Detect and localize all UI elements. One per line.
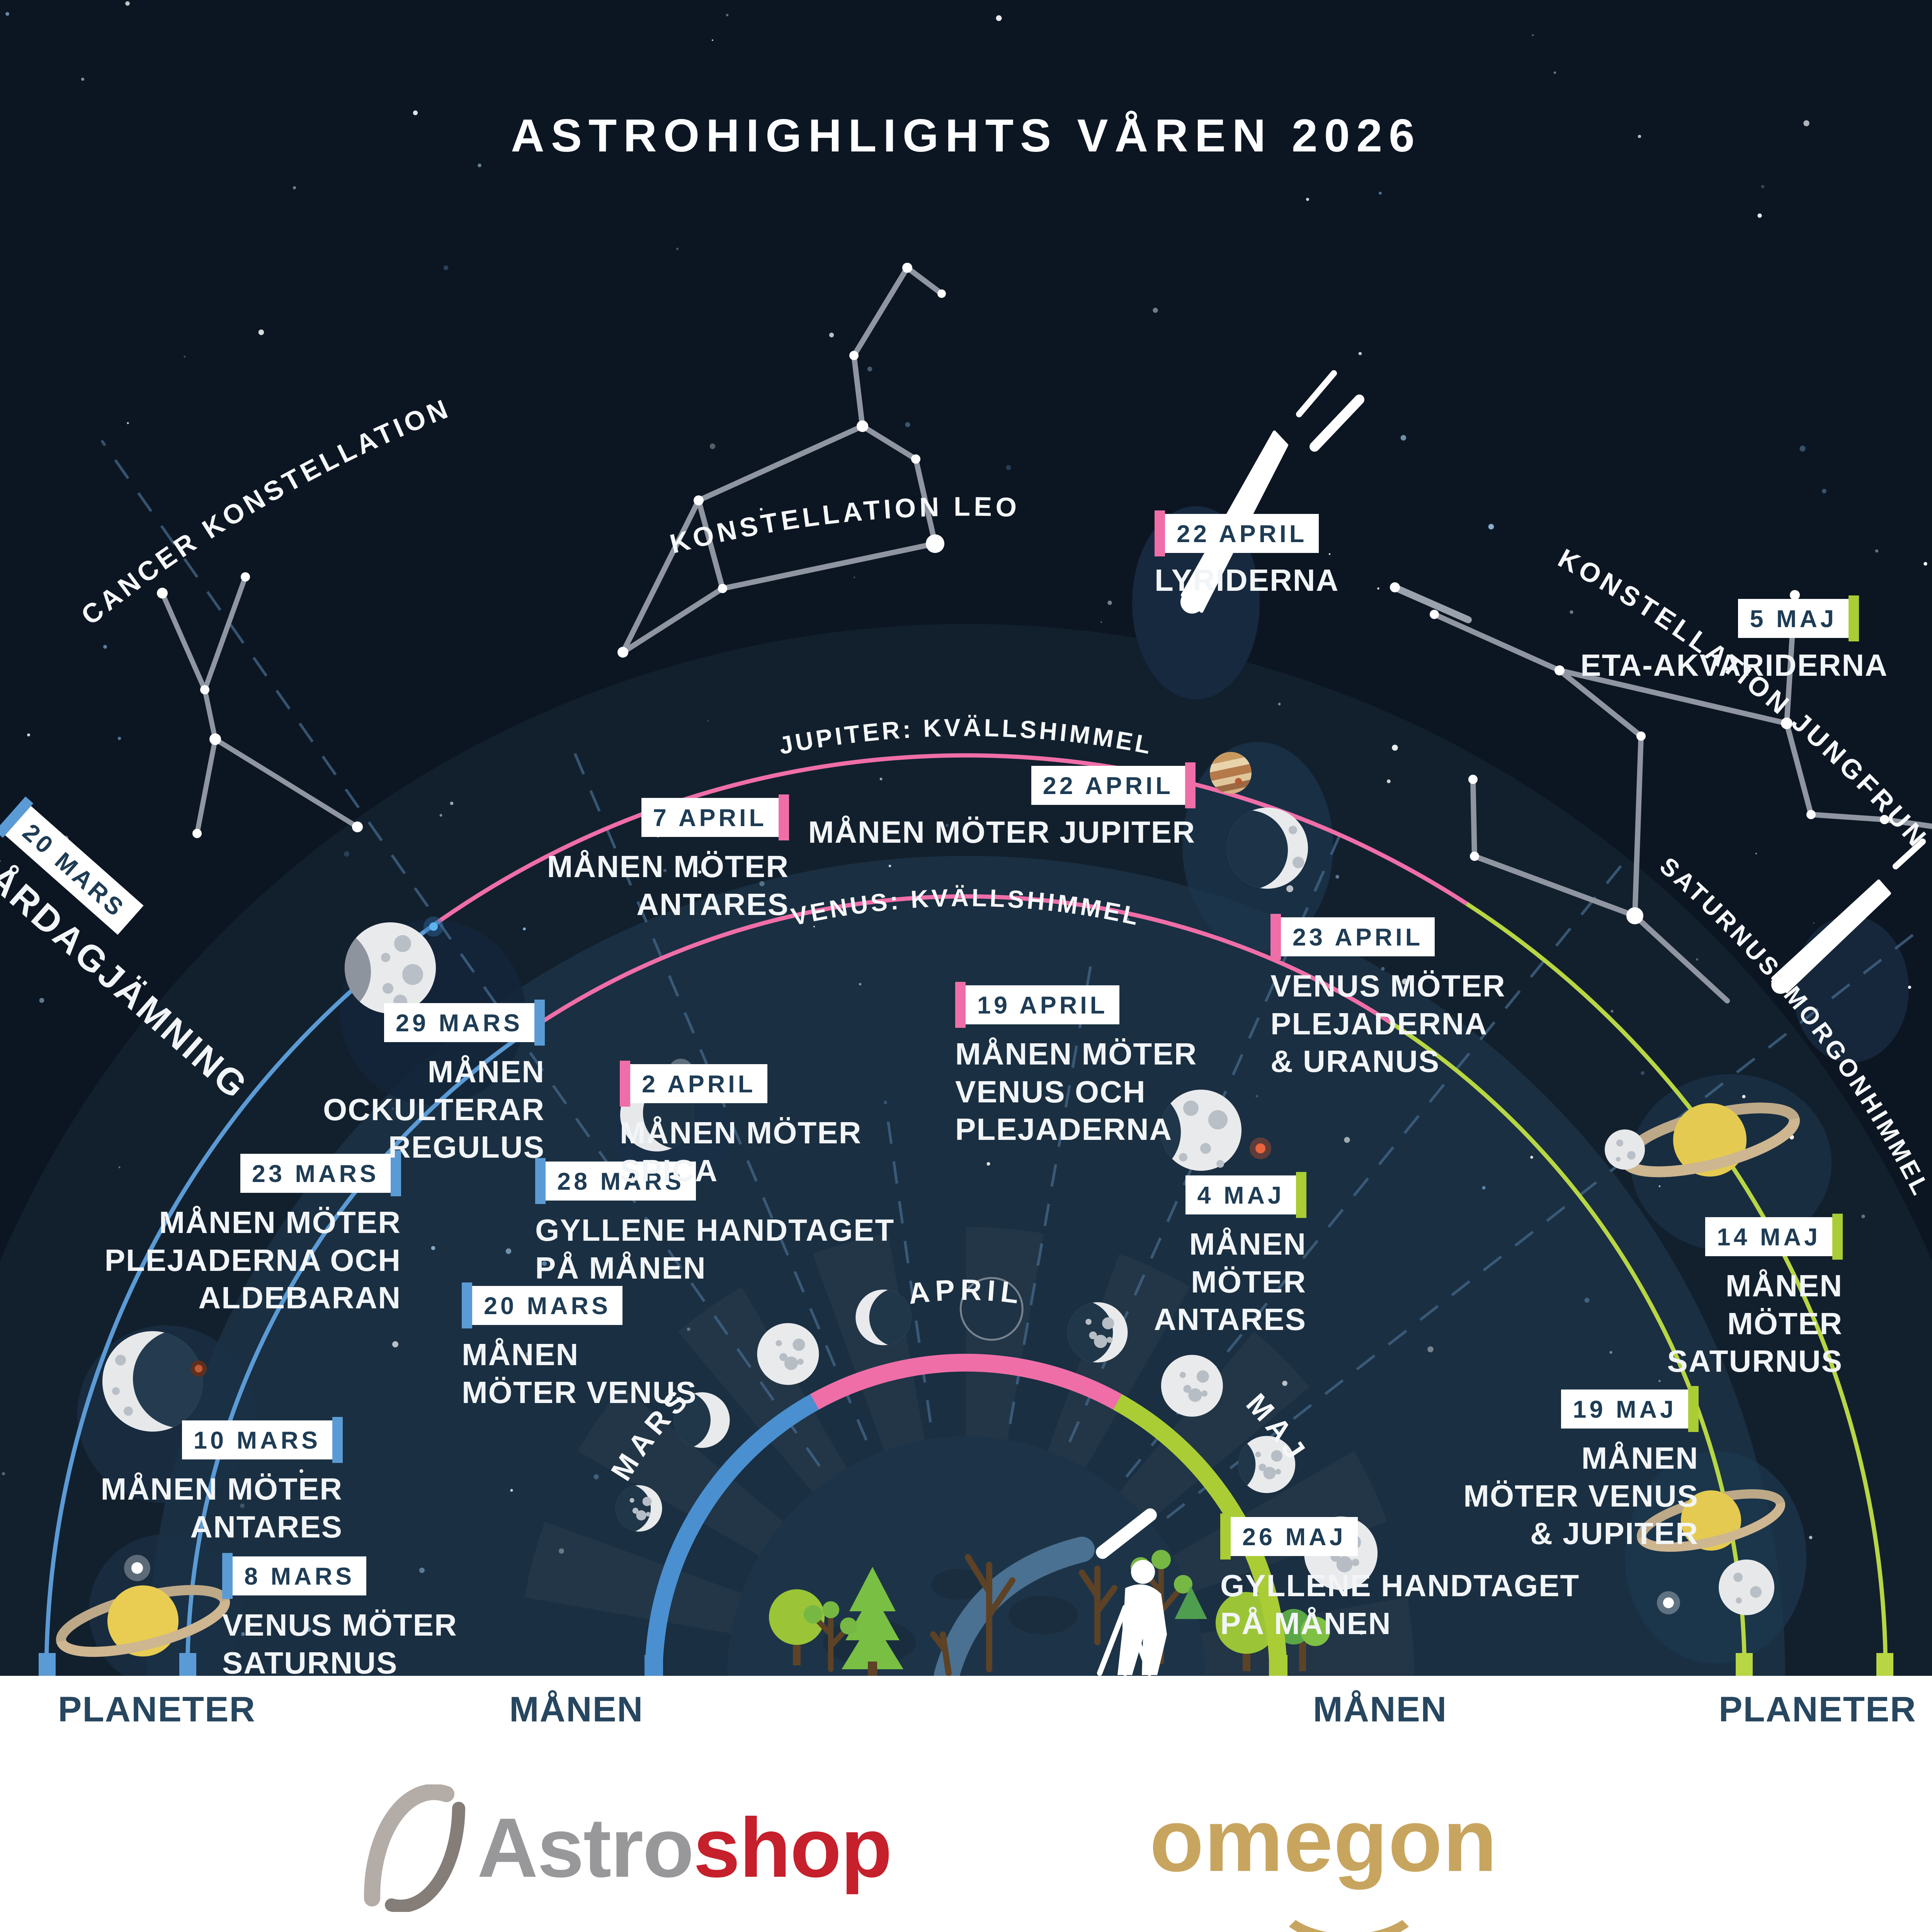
accent-bar [1849,595,1859,641]
event-moon-antares-maj: 4 MAJ MÅNEN MÖTER ANTARES [1154,1172,1306,1338]
date-badge: 23 MARS [240,1150,401,1196]
accent-bar [1220,1514,1231,1560]
date-badge: 22 APRIL [1155,510,1319,556]
event-moon-jupiter: 22 APRIL MÅNEN MÖTER JUPITER [808,762,1196,851]
pine-tree-icon [1175,1586,1207,1619]
event-venus-saturnus: 8 MARS VENUS MÖTER SATURNUS [222,1553,457,1682]
date-badge: 26 MAJ [1220,1514,1358,1560]
accent-bar [462,1282,472,1328]
accent-bar [1270,914,1281,960]
date-badge: 2 APRIL [620,1061,768,1107]
saturn-moon-icon [1605,1102,1800,1177]
accent-bar [1185,762,1196,808]
jungfrun-label: KONSTELLATION JUNGFRUN [1553,543,1932,854]
event-lyriderna: 22 APRIL LYRIDERNA [1155,510,1339,599]
accent-bar [391,1150,401,1196]
moon-phase-icon [959,1277,1024,1341]
date-badge: 29 MARS [384,1000,545,1046]
saturn-moon-venus-icon [1637,1489,1785,1615]
accent-bar [955,982,966,1028]
event-venus-plejaderna-uranus: 23 APRIL VENUS MÖTER PLEJADERNA & URANUS [1270,914,1506,1080]
baseline-planeter-right: PLANETER [1719,1690,1917,1729]
accent-bar [1832,1214,1843,1260]
accent-bar [1155,510,1165,556]
month-arc-maj [1113,1394,1287,1675]
astroshop-logo: Astro shop [350,1784,892,1912]
event-moon-spica: 2 APRIL MÅNEN MÖTER SPICA [620,1061,862,1189]
leo-label: KONSTELLATION LEO [667,492,1021,559]
meteor-streak-icon [1390,582,1472,623]
constellation-leo [617,263,946,658]
accent-bar [222,1553,233,1599]
double-tree-icon [1276,1609,1330,1671]
date-badge: 19 MAJ [1561,1386,1699,1432]
moon-antares-icon [1160,1090,1271,1171]
event-gyllene-handtaget-mars: 28 MARS GYLLENE HANDTAGET PÅ MÅNEN [535,1158,895,1287]
accent-bar [535,1158,546,1204]
path-icon [934,1537,1095,1688]
event-gyllene-handtaget-maj: 26 MAJ GYLLENE HANDTAGET PÅ MÅNEN [1220,1514,1580,1642]
sapling-icon [804,1601,857,1672]
accent-bar [1688,1386,1699,1432]
pine-tree-icon [842,1567,903,1677]
astroshop-saturn-icon [364,1784,465,1912]
date-badge: 28 MARS [535,1158,696,1204]
cancer-label: CANCER KONSTELLATION [75,393,455,631]
month-arc [645,1354,1287,1675]
moon-phase-icon [674,1392,730,1448]
baseline-planeter-left: PLANETER [58,1690,256,1729]
event-eta-akvariderna: 5 MAJ ETA-AKVARIDERNA [1580,595,1887,684]
ground-strip [0,1676,1932,1932]
accent-bar [534,1000,545,1046]
sky-disc-middle [147,856,1785,1932]
observer-icon [1096,1508,1167,1676]
month-arc-mars [645,1394,819,1675]
date-badge: 5 MAJ [1738,595,1859,641]
moon-phase-icon [616,1485,662,1532]
baseline-manen-right: MÅNEN [1313,1690,1447,1729]
date-badge: 14 MAJ [1705,1214,1843,1260]
event-moon-ockulterar-regulus: 29 MARS MÅNEN OCKULTERAR REGULUS [323,1000,545,1166]
moon-phase-icon [855,1289,912,1345]
date-badge: 10 MARS [182,1417,343,1463]
date-badge: 22 APRIL [1031,762,1196,808]
comet-eta-icon [1771,838,1926,994]
round-tree-icon [769,1589,825,1665]
accent-bar [332,1417,343,1463]
month-label-april: APRIL [906,1274,1026,1311]
event-moon-antares-mars: 10 MARS MÅNEN MÖTER ANTARES [101,1417,343,1546]
moon-phase-icon [757,1323,819,1385]
accent-bar [779,794,789,840]
moon-phase-icon [1067,1302,1128,1363]
event-moon-venus-plejaderna: 19 APRIL MÅNEN MÖTER VENUS OCH PLEJADERNA [955,982,1197,1148]
bare-tree-icon [930,1554,1117,1676]
event-moon-plejaderna-aldebaran: 23 MARS MÅNEN MÖTER PLEJADERNA OCH ALDEBA… [105,1150,401,1317]
constellation-jungfrun [1430,590,1932,1003]
moon-mars-icon [102,1331,207,1432]
saturn-venus-icon [56,1555,230,1657]
event-moon-antares-april: 7 APRIL MÅNEN MÖTER ANTARES [547,794,789,923]
moon-phase-icon [1161,1355,1223,1417]
event-moon-venus: 20 MARS MÅNEN MÖTER VENUS [462,1282,697,1411]
baseline-manen-left: MÅNEN [509,1690,644,1729]
event-moon-saturnus: 14 MAJ MÅNEN MÖTER SATURNUS [1667,1214,1843,1380]
date-badge: 19 APRIL [955,982,1120,1028]
date-badge: 7 APRIL [641,794,789,840]
date-badge: 4 MAJ [1185,1172,1306,1218]
date-badge: 23 APRIL [1270,914,1435,960]
accent-bar [1296,1172,1306,1218]
event-moon-venus-jupiter: 19 MAJ MÅNEN MÖTER VENUS & JUPITER [1463,1386,1699,1553]
month-arc-april [810,1354,1122,1410]
date-badge: 8 MARS [222,1553,367,1599]
poster-title: ASTROHIGHLIGHTS VÅREN 2026 [511,110,1421,162]
date-badge: 20 MARS [462,1282,623,1328]
accent-bar [620,1061,630,1107]
constellation-cancer [157,572,363,838]
planet-path-arcs [44,753,1888,1675]
